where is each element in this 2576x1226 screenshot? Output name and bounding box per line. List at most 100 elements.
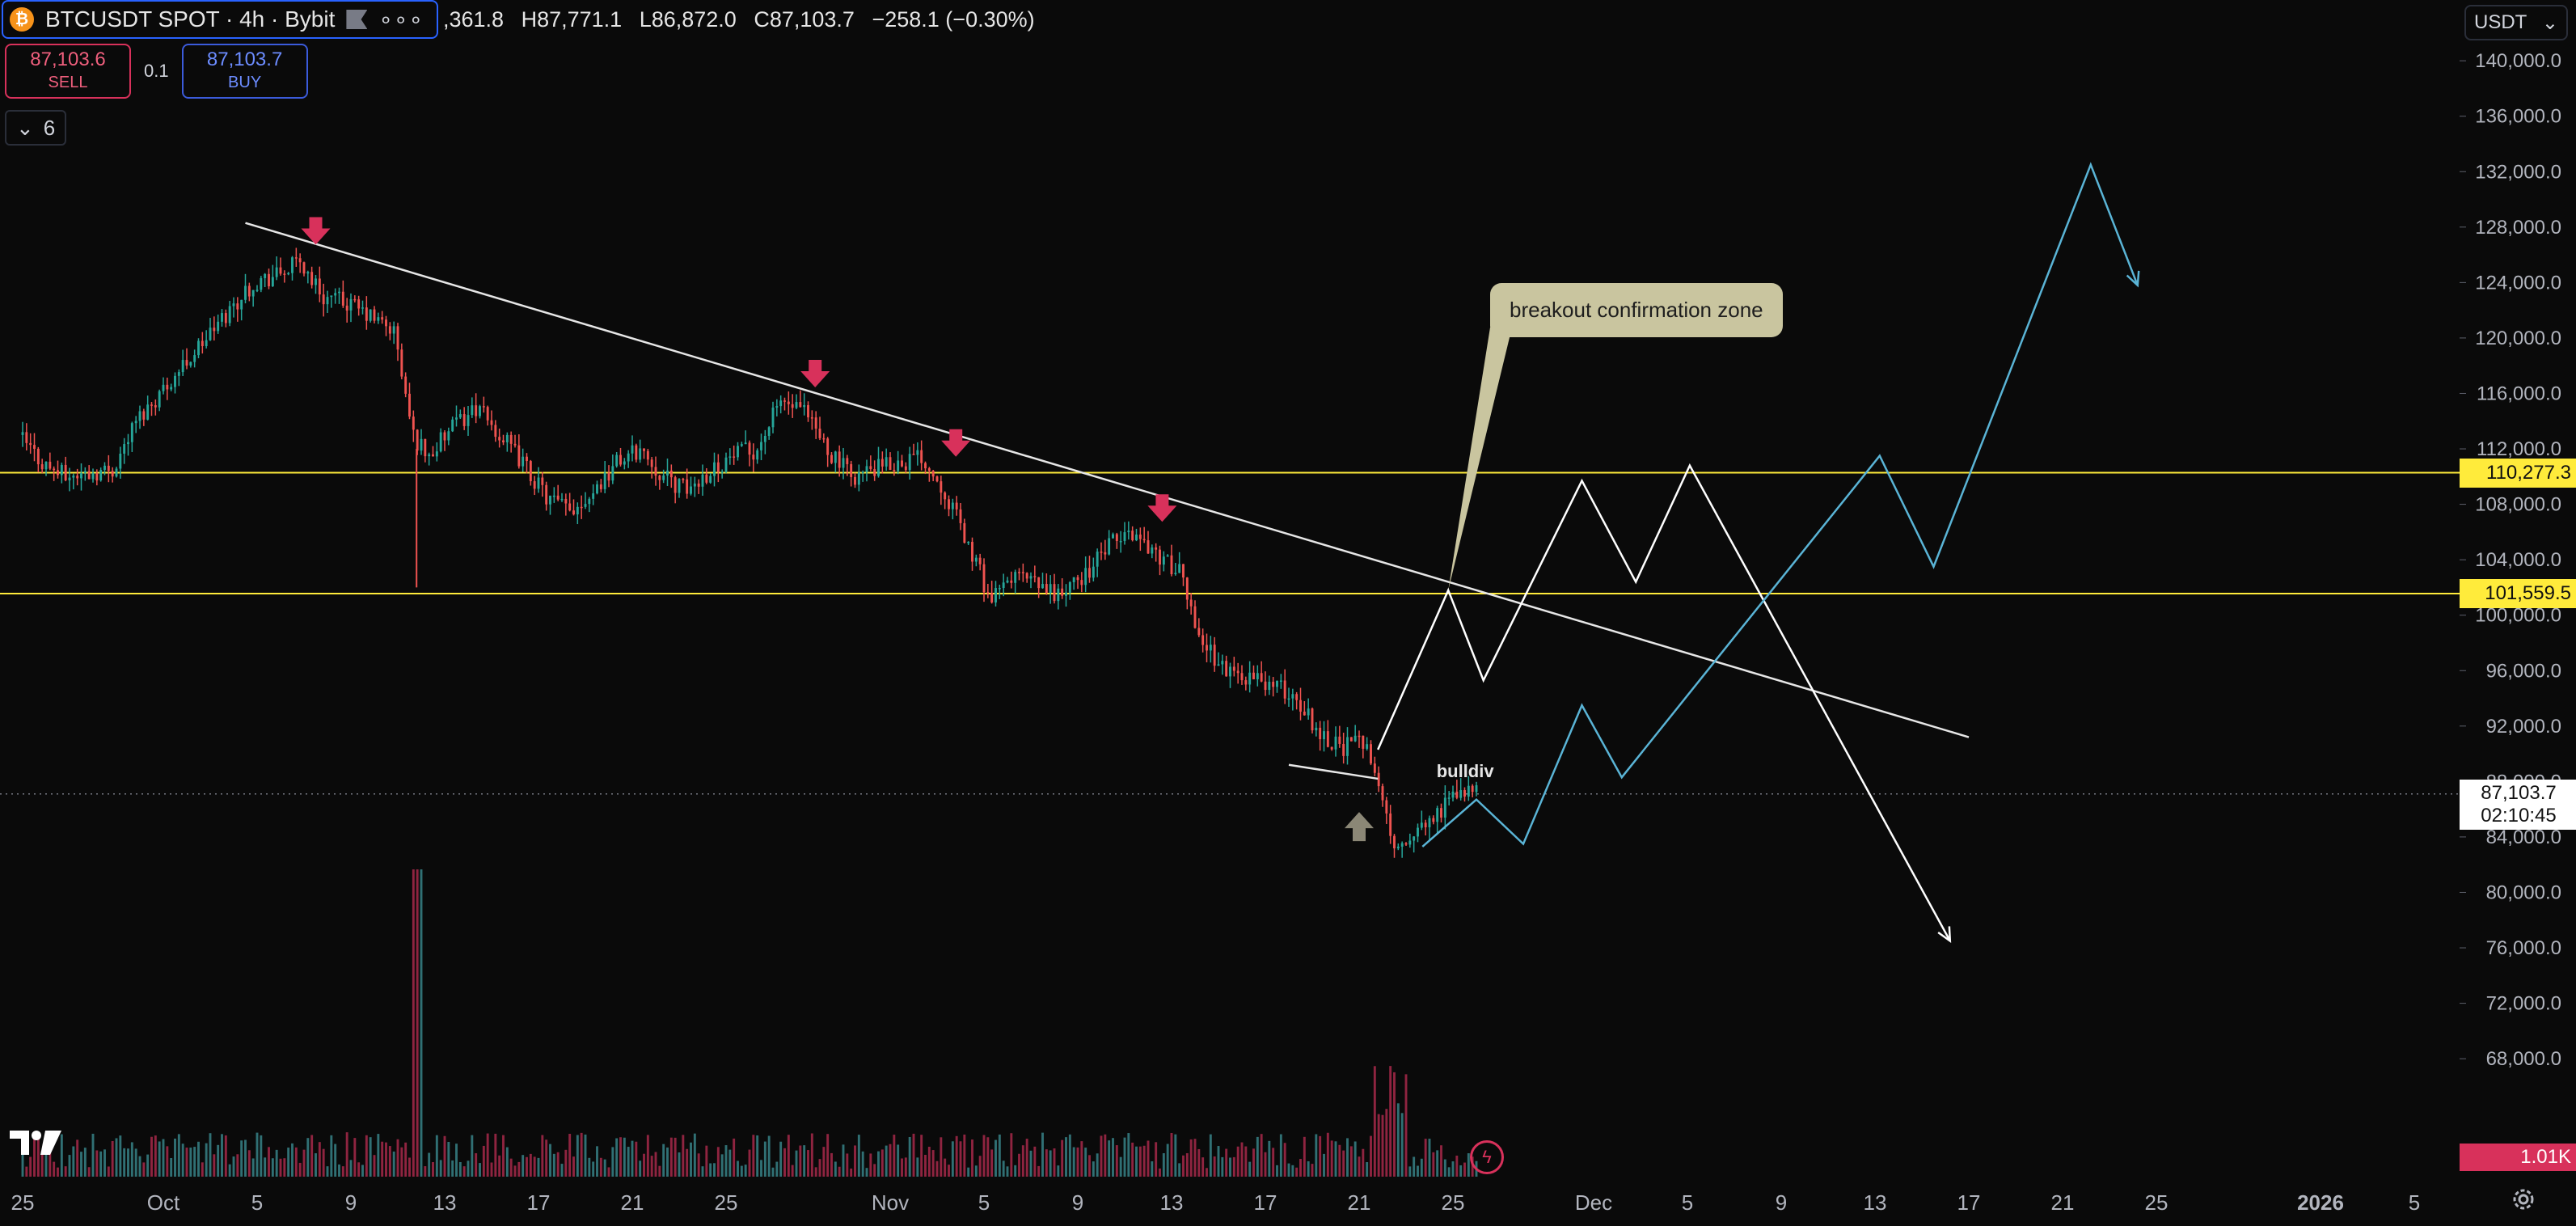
tradingview-logo-icon[interactable] xyxy=(10,1127,63,1158)
candle-body xyxy=(893,469,896,471)
volume-bar xyxy=(1037,1165,1041,1177)
candle-body xyxy=(1319,727,1322,740)
flag-icon[interactable] xyxy=(346,10,368,29)
volume-bar xyxy=(1459,1165,1463,1177)
volume-bar xyxy=(931,1150,935,1177)
candle-body xyxy=(412,416,415,430)
volume-bar xyxy=(556,1152,560,1177)
candle-body xyxy=(209,328,212,340)
candle-body xyxy=(552,495,555,497)
volume-bar xyxy=(549,1144,551,1177)
volume-bar xyxy=(733,1138,736,1177)
volume-bar xyxy=(560,1164,564,1177)
gear-icon[interactable] xyxy=(2510,1186,2537,1213)
candle-body xyxy=(517,445,521,467)
volume-bar xyxy=(174,1138,176,1177)
candle-body xyxy=(33,445,36,449)
candle-body xyxy=(533,481,536,489)
candle-body xyxy=(1326,731,1329,747)
volume-bar xyxy=(682,1135,685,1177)
volume-bar xyxy=(1189,1139,1193,1177)
order-quantity[interactable]: 0.1 xyxy=(144,61,169,81)
volume-bar xyxy=(494,1133,497,1177)
volume-bar xyxy=(479,1163,481,1177)
candle-body xyxy=(1272,682,1275,687)
candle-body xyxy=(509,434,513,444)
volume-bar xyxy=(162,1139,165,1177)
candle-body xyxy=(1119,540,1122,543)
ohlc-open: ,361.8 xyxy=(442,6,505,32)
candle-body xyxy=(1135,535,1138,541)
volume-bar xyxy=(44,1140,48,1177)
volume-bar xyxy=(154,1135,157,1177)
candle-body xyxy=(733,456,736,458)
candle-body xyxy=(1400,843,1404,847)
candle-body xyxy=(1193,606,1197,628)
volume-bar xyxy=(217,1144,220,1177)
candle-body xyxy=(522,456,525,467)
symbol-selector[interactable]: ₿ BTCUSDT SPOT · 4h · Bybit ∘∘∘ xyxy=(2,0,438,39)
candle-body xyxy=(181,360,184,373)
chevron-down-icon: ⌄ xyxy=(16,115,34,140)
currency-selector[interactable]: USDT ⌄ xyxy=(2464,5,2568,40)
candle-body xyxy=(1475,785,1478,793)
x-tick-label: 13 xyxy=(433,1190,457,1215)
volume-bar xyxy=(404,1142,408,1177)
candle-body xyxy=(502,440,505,442)
candle-body xyxy=(217,321,220,332)
volume-bar xyxy=(369,1137,372,1177)
volume-bar xyxy=(1123,1137,1126,1177)
candle-body xyxy=(912,454,915,455)
volume-bar xyxy=(1381,1114,1384,1177)
volume-bar xyxy=(1428,1139,1431,1177)
candle-body xyxy=(686,479,689,494)
volume-bar xyxy=(432,1162,434,1177)
candle-body xyxy=(201,340,204,347)
volume-bar xyxy=(580,1132,583,1177)
indicators-toggle[interactable]: ⌄ 6 xyxy=(5,110,67,146)
x-tick-label: 5 xyxy=(1682,1190,1693,1215)
volume-bar xyxy=(795,1150,798,1177)
candle-body xyxy=(920,450,923,463)
volume-bar xyxy=(221,1134,223,1177)
candle-body xyxy=(787,401,790,404)
candle-body xyxy=(458,414,462,418)
candle-body xyxy=(974,557,978,562)
candle-body xyxy=(138,411,141,421)
breakout-callout[interactable]: breakout confirmation zone xyxy=(1490,283,1783,337)
candle-body xyxy=(369,309,372,321)
sell-button[interactable]: 87,103.6 SELL xyxy=(5,44,131,99)
volume-bar xyxy=(83,1148,87,1177)
candle-body xyxy=(639,448,642,460)
candle-body xyxy=(1088,568,1091,578)
candle-body xyxy=(1413,836,1416,841)
volume-bar xyxy=(1404,1074,1408,1177)
currency-label: USDT xyxy=(2474,11,2527,33)
candle-body xyxy=(377,317,380,321)
volume-bar xyxy=(1252,1148,1255,1177)
volume-bar xyxy=(193,1147,196,1177)
candle-body xyxy=(1323,731,1325,740)
buy-label: BUY xyxy=(228,74,262,91)
volume-bar xyxy=(247,1150,251,1177)
candle-body xyxy=(193,355,196,362)
volume-bar xyxy=(1014,1165,1017,1177)
candle-body xyxy=(158,391,161,408)
lightning-icon[interactable]: ϟ xyxy=(1470,1140,1504,1174)
candle-body xyxy=(822,438,826,440)
volume-bar xyxy=(971,1139,973,1177)
candle-body xyxy=(1256,673,1259,679)
candle-body xyxy=(1162,556,1165,565)
y-tick-label: 80,000.0 xyxy=(2486,881,2561,903)
projection-path-blue xyxy=(1421,162,2139,848)
buy-button[interactable]: 87,103.7 BUY xyxy=(181,44,308,99)
volume-bar xyxy=(443,1135,446,1177)
volume-bar xyxy=(967,1167,970,1177)
volume-bar xyxy=(1166,1144,1169,1177)
y-tick-label: 120,000.0 xyxy=(2475,328,2561,349)
candle-body xyxy=(588,498,591,505)
down-arrow-icon xyxy=(1147,494,1177,522)
candle-body xyxy=(271,277,274,286)
more-icon[interactable]: ∘∘∘ xyxy=(378,6,424,32)
